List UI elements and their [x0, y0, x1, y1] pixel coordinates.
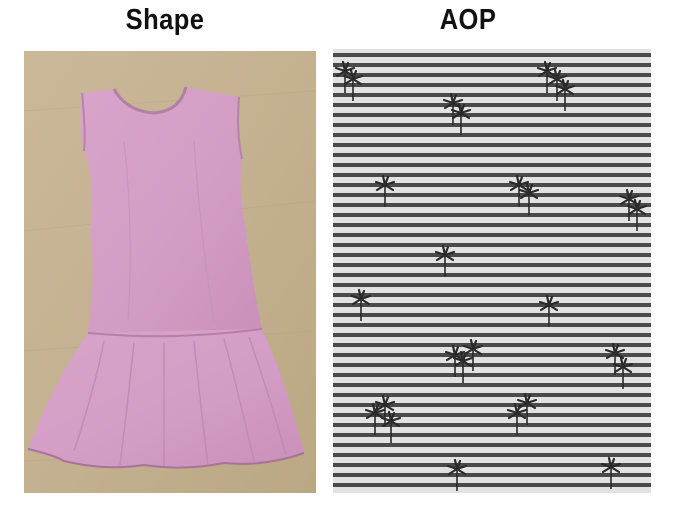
stripe	[333, 413, 651, 417]
stripe	[333, 233, 651, 237]
stripe	[333, 373, 651, 377]
stripe	[333, 183, 651, 187]
stripe	[333, 213, 651, 217]
stripe	[333, 63, 651, 67]
stripe	[333, 203, 651, 207]
stripe	[333, 313, 651, 317]
stripe	[333, 193, 651, 197]
stripe	[333, 433, 651, 437]
stripe	[333, 483, 651, 487]
stripe	[333, 383, 651, 387]
stripe	[333, 223, 651, 227]
stripe	[333, 173, 651, 177]
shape-title: Shape	[125, 4, 205, 36]
stripe	[333, 263, 651, 267]
stripe	[333, 463, 651, 467]
stripe	[333, 403, 651, 407]
stripe	[333, 363, 651, 367]
stripe	[333, 353, 651, 357]
aop-title: AOP	[439, 4, 497, 36]
stripe	[333, 143, 651, 147]
aop-print-swatch	[333, 49, 651, 493]
stripe	[333, 293, 651, 297]
stripe	[333, 123, 651, 127]
dress-photo	[24, 51, 316, 493]
stripe	[333, 113, 651, 117]
stripe	[333, 283, 651, 287]
stripe	[333, 103, 651, 107]
stripe	[333, 303, 651, 307]
stripe	[333, 53, 651, 57]
stripe	[333, 163, 651, 167]
stripe	[333, 393, 651, 397]
dress-shape	[27, 86, 305, 469]
stripe	[333, 423, 651, 427]
stripe	[333, 243, 651, 247]
stripe	[333, 343, 651, 347]
stripe	[333, 273, 651, 277]
stripe	[333, 253, 651, 257]
stripe	[333, 93, 651, 97]
stripe	[333, 333, 651, 337]
stripe	[333, 473, 651, 477]
stripe	[333, 443, 651, 447]
stripe	[333, 73, 651, 77]
stripe	[333, 83, 651, 87]
stripe	[333, 133, 651, 137]
stripe	[333, 323, 651, 327]
stripe	[333, 153, 651, 157]
stripe	[333, 453, 651, 457]
